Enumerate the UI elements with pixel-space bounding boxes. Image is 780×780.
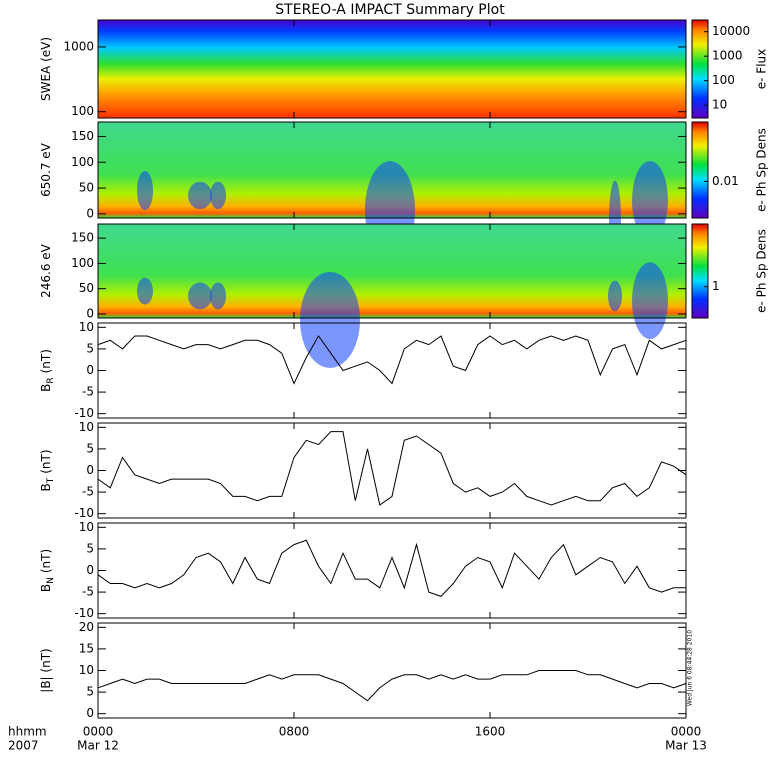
data-line: [97, 431, 687, 506]
y-tick-label: -5: [82, 485, 94, 499]
y-tick-label: 10: [79, 420, 94, 434]
y-tick-label: 0: [86, 206, 94, 220]
y-tick-label: 0: [86, 563, 94, 577]
spectrogram-feature: [608, 280, 622, 312]
date-label: Mar 12: [77, 739, 119, 753]
y-tick-label: 0: [86, 306, 94, 320]
y-tick-label: 0: [86, 363, 94, 377]
spectrogram-feature: [210, 282, 226, 310]
y-tick-label: 1000: [63, 39, 94, 53]
y-tick-label: 100: [71, 155, 94, 169]
y-tick-label: 0: [86, 706, 94, 720]
year-label: 2007: [8, 739, 39, 753]
y-axis-label: BN (nT): [39, 549, 56, 592]
x-tick-label: 1600: [475, 725, 506, 739]
y-tick-label: -10: [74, 506, 94, 520]
y-axis-label-main: B: [39, 483, 53, 491]
y-axis-label: |B| (nT): [39, 648, 53, 692]
spectrogram-feature: [300, 271, 360, 368]
y-tick-label: 10: [79, 663, 94, 677]
y-tick-label: 50: [79, 181, 94, 195]
colorbar: [691, 19, 709, 119]
panel-frame: [97, 19, 687, 119]
y-axis-label-main: |B| (nT): [39, 648, 53, 692]
y-tick-label: 0: [86, 463, 94, 477]
panel-frame: [97, 622, 687, 719]
y-axis-label: 650.7 eV: [39, 142, 53, 197]
x-tick-label: 0000: [83, 725, 114, 739]
y-axis-label-sub: N: [46, 577, 56, 584]
colorbar-label: e- Ph Sp Dens: [755, 128, 769, 212]
y-tick-label: 5: [86, 341, 94, 355]
y-axis-label: 246.6 eV: [39, 243, 53, 298]
colorbar: [691, 121, 709, 219]
y-tick-label: 50: [79, 281, 94, 295]
y-axis-label-unit: (nT): [39, 449, 53, 473]
y-tick-label: 150: [71, 129, 94, 143]
y-axis-label: SWEA (eV): [39, 37, 53, 101]
y-tick-label: 15: [79, 641, 94, 655]
spectrogram-feature: [632, 161, 668, 240]
timestamp: Wed Jun 6 08:44:28 2010: [687, 630, 694, 706]
y-axis-label-main: B: [39, 384, 53, 392]
y-axis-label-main: B: [39, 584, 53, 592]
colorbar-tick-label: 100: [712, 73, 735, 87]
y-axis-label: BT (nT): [39, 449, 56, 491]
x-axis-label: hhmm: [8, 725, 47, 739]
spectrogram-feature: [188, 282, 212, 310]
colorbar-tick-label: 10: [712, 98, 727, 112]
y-tick-label: 10: [79, 320, 94, 334]
colorbar-label: e- Ph Sp Dens: [755, 229, 769, 313]
y-tick-label: 5: [86, 685, 94, 699]
spectrogram: [98, 20, 686, 118]
panel-frame: [97, 322, 687, 419]
y-tick-label: 100: [71, 104, 94, 118]
spectrogram-feature: [137, 277, 153, 305]
colorbar-tick-label: 10000: [712, 24, 750, 38]
date-label: Mar 13: [665, 739, 707, 753]
y-tick-label: -10: [74, 406, 94, 420]
y-axis-label-unit: (nT): [39, 349, 53, 373]
y-axis-label-main: 246.6 eV: [39, 243, 53, 298]
y-tick-label: 5: [86, 441, 94, 455]
panel-frame: [97, 223, 687, 319]
title: STEREO-A IMPACT Summary Plot: [275, 2, 505, 18]
y-tick-label: 5: [86, 541, 94, 555]
y-tick-label: 150: [71, 231, 94, 245]
y-axis-label-unit: (nT): [39, 549, 53, 573]
x-tick-label: 0000: [671, 725, 702, 739]
y-tick-label: 10: [79, 520, 94, 534]
spectrogram-feature: [632, 262, 668, 340]
y-tick-label: -10: [74, 606, 94, 620]
spectrogram-feature: [188, 181, 212, 210]
colorbar-tick-label: 0.01: [712, 174, 739, 188]
y-tick-label: -5: [82, 585, 94, 599]
spectrogram-feature: [137, 170, 153, 211]
y-axis-label-sub: T: [46, 477, 56, 484]
y-axis-label-sub: R: [46, 377, 56, 383]
colorbar-tick-label: 1: [712, 279, 720, 293]
y-tick-label: 20: [79, 620, 94, 634]
colorbar: [691, 223, 709, 319]
data-line: [97, 335, 687, 385]
colorbar-tick-label: 1000: [712, 49, 743, 63]
x-tick-label: 0800: [279, 725, 310, 739]
spectrogram-feature: [210, 181, 226, 210]
spectrogram: [98, 224, 686, 318]
y-axis-label-main: 650.7 eV: [39, 142, 53, 197]
data-line: [97, 539, 686, 597]
colorbar-label: e- Flux: [755, 49, 769, 89]
data-line: [97, 670, 687, 702]
y-axis-label: BR (nT): [39, 349, 56, 392]
panel-frame: [97, 121, 687, 219]
y-tick-label: 100: [71, 256, 94, 270]
panel-frame: [97, 422, 687, 519]
y-axis-label-main: SWEA (eV): [39, 37, 53, 101]
panel-frame: [97, 522, 687, 619]
y-tick-label: -5: [82, 385, 94, 399]
